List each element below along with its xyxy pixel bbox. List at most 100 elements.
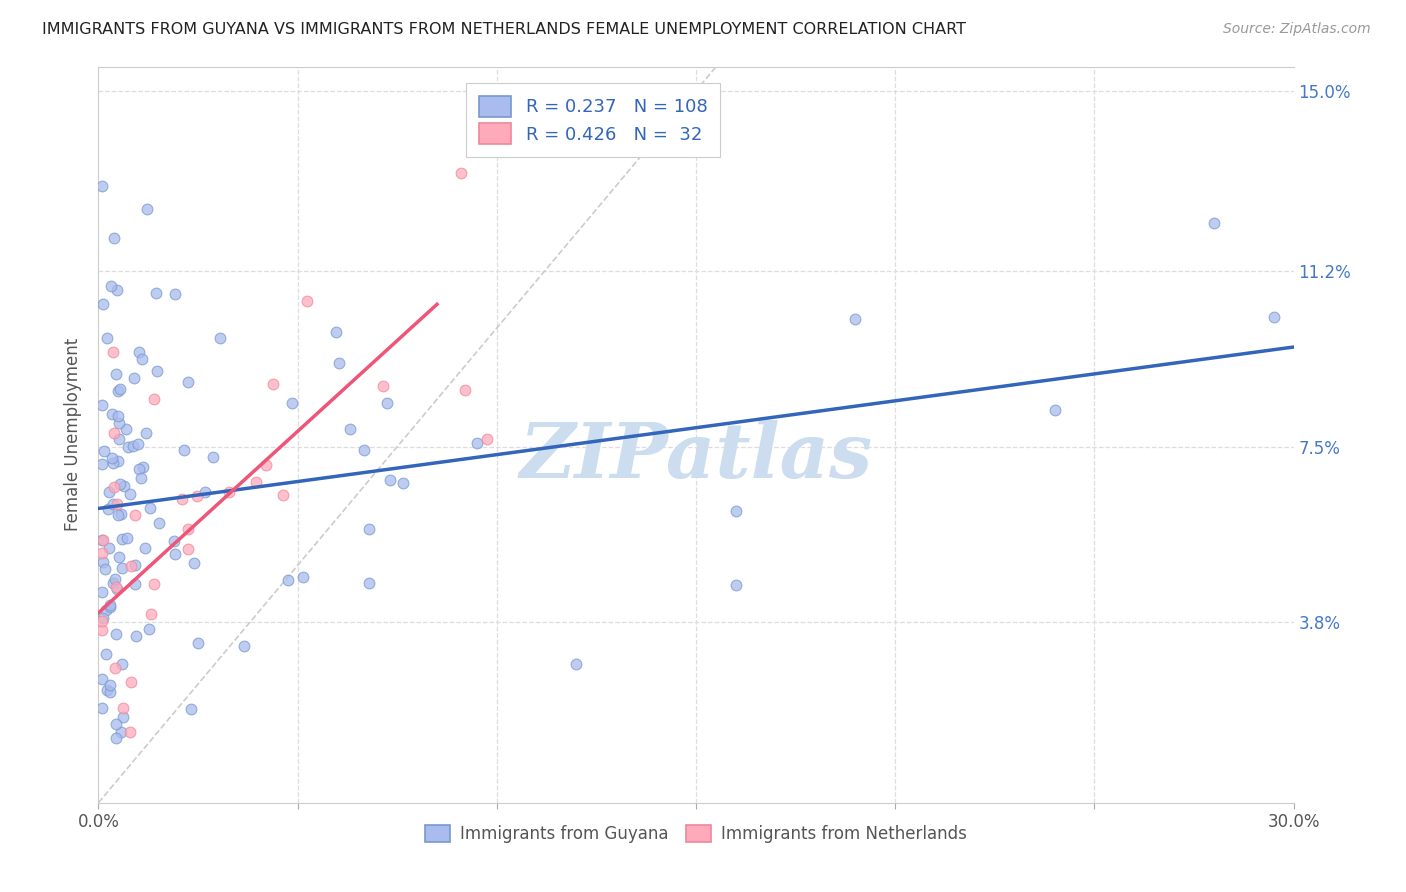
Point	[145, 286, 167, 301]
Point	[218, 485, 240, 500]
Point	[97, 501, 120, 516]
Point	[115, 531, 138, 545]
Point	[91, 701, 114, 715]
Point	[209, 330, 232, 344]
Point	[98, 598, 121, 612]
Point	[103, 426, 125, 441]
Point	[114, 422, 136, 436]
Point	[373, 379, 395, 393]
Point	[101, 407, 124, 421]
Point	[233, 639, 256, 653]
Point	[128, 462, 150, 476]
Point	[357, 522, 380, 536]
Point	[94, 562, 117, 576]
Point	[100, 600, 122, 615]
Point	[105, 497, 128, 511]
Point	[105, 582, 128, 596]
Point	[1043, 403, 1066, 417]
Point	[104, 661, 127, 675]
Point	[105, 581, 128, 595]
Point	[163, 534, 186, 549]
Point	[186, 489, 208, 503]
Point	[91, 672, 114, 686]
Point	[163, 287, 186, 301]
Point	[107, 454, 129, 468]
Point	[125, 630, 148, 644]
Text: IMMIGRANTS FROM GUYANA VS IMMIGRANTS FROM NETHERLANDS FEMALE UNEMPLOYMENT CORREL: IMMIGRANTS FROM GUYANA VS IMMIGRANTS FRO…	[42, 22, 966, 37]
Point	[297, 294, 319, 309]
Point	[112, 710, 135, 724]
Point	[91, 398, 114, 412]
Point	[110, 508, 132, 522]
Point	[122, 371, 145, 385]
Point	[148, 516, 170, 531]
Point	[105, 716, 128, 731]
Point	[108, 549, 131, 564]
Point	[194, 485, 217, 500]
Point	[724, 578, 747, 592]
Point	[454, 384, 477, 398]
Point	[339, 422, 361, 436]
Point	[359, 576, 381, 591]
Point	[177, 522, 200, 536]
Point	[143, 576, 166, 591]
Point	[96, 331, 118, 345]
Point	[98, 678, 121, 692]
Point	[475, 433, 498, 447]
Point	[91, 555, 114, 569]
Point	[1202, 216, 1225, 230]
Point	[134, 541, 156, 556]
Point	[177, 542, 200, 557]
Point	[111, 657, 134, 671]
Point	[107, 409, 129, 423]
Point	[177, 376, 200, 390]
Point	[380, 473, 402, 487]
Text: Source: ZipAtlas.com: Source: ZipAtlas.com	[1223, 22, 1371, 37]
Point	[91, 615, 114, 629]
Point	[291, 570, 314, 584]
Point	[1263, 310, 1285, 325]
Point	[120, 674, 142, 689]
Point	[93, 444, 115, 458]
Point	[124, 576, 146, 591]
Point	[127, 437, 149, 451]
Point	[139, 607, 162, 622]
Point	[245, 475, 267, 489]
Point	[112, 479, 135, 493]
Point	[120, 559, 142, 574]
Point	[111, 533, 134, 547]
Point	[96, 682, 118, 697]
Point	[91, 457, 114, 471]
Point	[391, 475, 413, 490]
Point	[328, 356, 350, 370]
Point	[105, 283, 128, 297]
Point	[98, 684, 121, 698]
Point	[121, 439, 143, 453]
Legend: Immigrants from Guyana, Immigrants from Netherlands: Immigrants from Guyana, Immigrants from …	[419, 818, 973, 850]
Point	[170, 492, 193, 507]
Point	[450, 166, 472, 180]
Point	[94, 603, 117, 617]
Point	[110, 724, 132, 739]
Point	[91, 546, 114, 560]
Point	[139, 501, 162, 516]
Point	[108, 382, 131, 396]
Point	[91, 623, 114, 637]
Point	[117, 440, 139, 454]
Point	[103, 231, 125, 245]
Point	[120, 486, 142, 500]
Point	[271, 487, 294, 501]
Point	[104, 731, 127, 745]
Point	[107, 508, 129, 522]
Point	[101, 450, 124, 465]
Point	[91, 533, 114, 548]
Point	[183, 556, 205, 570]
Point	[107, 416, 129, 430]
Point	[97, 484, 120, 499]
Point	[91, 533, 114, 548]
Point	[143, 392, 166, 407]
Point	[844, 312, 866, 326]
Point	[101, 457, 124, 471]
Point	[724, 504, 747, 518]
Point	[104, 367, 127, 381]
